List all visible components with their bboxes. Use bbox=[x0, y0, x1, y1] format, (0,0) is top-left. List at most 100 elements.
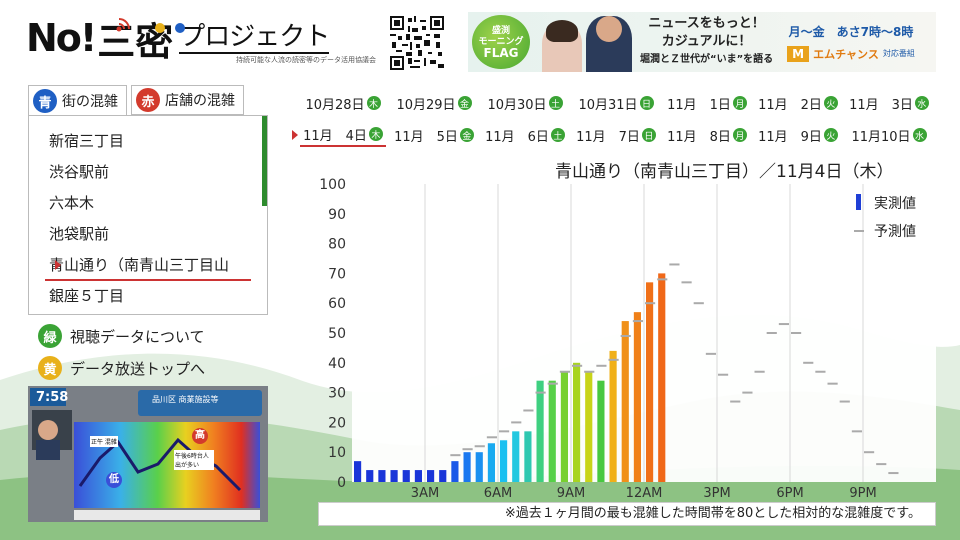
actual-bar bbox=[658, 273, 666, 482]
tab-street-label: 街の混雑 bbox=[62, 94, 118, 110]
people-icon bbox=[155, 23, 185, 33]
chart-title: 青山通り（南青山三丁目）／11月4日（木） bbox=[555, 162, 894, 182]
weekday-badge: 土 bbox=[550, 128, 565, 142]
date-item[interactable]: 11月 9日火 bbox=[755, 123, 841, 147]
program-banner[interactable]: 盛渕 モーニング FLAG ニュースをもっと！ カジュアルに！ 堀潤とＺ世代が“… bbox=[468, 12, 936, 72]
date-item[interactable]: 11月 1日月 bbox=[664, 91, 750, 115]
y-tick-label: 20 bbox=[328, 415, 346, 431]
date-item[interactable]: 10月29日金 bbox=[391, 91, 477, 115]
date-label: 10月30日 bbox=[487, 97, 547, 113]
location-item[interactable]: 渋谷駅前 bbox=[49, 163, 110, 181]
red-button-icon: 赤 bbox=[136, 88, 160, 112]
logo-no-text: No! bbox=[26, 16, 97, 60]
actual-bar bbox=[402, 470, 410, 482]
tv-noon-label: 正午 混雑 bbox=[90, 436, 118, 447]
actual-bar bbox=[585, 371, 593, 482]
banner-line3: 堀潤とＺ世代が“いま”を語る bbox=[640, 54, 774, 65]
location-item[interactable]: 新宿三丁目 bbox=[49, 132, 125, 150]
weekday-badge: 水 bbox=[912, 128, 927, 142]
sponsor-block: M エムチャンス 対応番組 bbox=[787, 45, 915, 62]
date-item[interactable]: 11月 2日火 bbox=[755, 91, 841, 115]
legend-forecast-label: 予測値 bbox=[874, 224, 916, 240]
x-tick-label: 6AM bbox=[484, 486, 512, 498]
banner-line2: カジュアルに！ bbox=[661, 34, 752, 49]
menu-viewer-data-label: 視聴データについて bbox=[70, 327, 205, 346]
date-item[interactable]: 10月31日日 bbox=[573, 91, 659, 115]
weekday-badge: 木 bbox=[366, 96, 381, 110]
menu-viewer-data[interactable]: 緑 視聴データについて bbox=[38, 324, 205, 348]
date-label: 11月 1日 bbox=[667, 97, 731, 113]
weekday-badge: 火 bbox=[823, 96, 838, 110]
date-item-selected[interactable]: 11月 4日木 bbox=[292, 123, 386, 147]
actual-bar bbox=[500, 440, 508, 482]
sponsor-name: エムチャンス bbox=[813, 47, 879, 61]
date-label: 10月28日 bbox=[305, 97, 365, 113]
congestion-chart: 0 10 20 30 40 50 60 70 80 90 100 3AM 6AM 9AM 12AM 3PM 6P… bbox=[319, 177, 936, 498]
logo-subtitle: 持続可能な人流の読密等のデータ活用協議会 bbox=[236, 56, 376, 64]
actual-bar bbox=[475, 452, 483, 482]
date-item[interactable]: 11月 3日水 bbox=[846, 91, 932, 115]
weekday-badge: 金 bbox=[459, 128, 474, 142]
tv-peak-note: 午後6時台人出が多い bbox=[174, 450, 214, 470]
sponsor-sub: 対応番組 bbox=[882, 49, 915, 58]
y-tick-label: 70 bbox=[328, 266, 346, 282]
location-item[interactable]: 池袋駅前 bbox=[49, 225, 110, 243]
actual-bar bbox=[354, 461, 362, 482]
date-item[interactable]: 10月30日土 bbox=[482, 91, 568, 115]
date-label: 11月 8日 bbox=[667, 129, 731, 145]
actual-bar bbox=[524, 431, 532, 482]
y-tick-label: 60 bbox=[328, 296, 346, 312]
tv-thumbnail: 7:58 品川区 商業施設等 高 低 午後6時台人出が多い 正午 混雑 bbox=[28, 386, 268, 522]
qr-code-icon bbox=[390, 16, 444, 70]
logo-mitsu-char: 密 bbox=[135, 19, 174, 64]
location-scrollbar[interactable] bbox=[262, 116, 267, 206]
date-label: 11月 9日 bbox=[758, 129, 822, 145]
actual-bar bbox=[573, 362, 581, 482]
date-item[interactable]: 11月 7日日 bbox=[573, 123, 659, 147]
y-tick-label: 40 bbox=[328, 356, 346, 372]
location-item[interactable]: 六本木 bbox=[49, 194, 95, 212]
date-label: 11月 7日 bbox=[576, 129, 640, 145]
chart-note: ※過去１ヶ月間の最も混雑した時間帯を80とした相対的な混雑度です。 bbox=[318, 502, 936, 526]
tab-store-congestion[interactable]: 赤 店舗の混雑 bbox=[131, 85, 244, 115]
menu-data-broadcast-top[interactable]: 黄 データ放送トップへ bbox=[38, 356, 205, 380]
green-button-icon: 緑 bbox=[38, 324, 62, 348]
qr-code[interactable] bbox=[386, 12, 448, 74]
actual-bar bbox=[633, 312, 641, 482]
actual-bar bbox=[646, 282, 654, 482]
x-tick-label: 3AM bbox=[411, 486, 439, 498]
tab-street-congestion[interactable]: 青 街の混雑 bbox=[28, 85, 127, 116]
weekday-badge: 月 bbox=[732, 128, 747, 142]
logo-mitsu-text: 密 bbox=[135, 11, 173, 66]
flag-line3: FLAG bbox=[483, 45, 519, 60]
date-item[interactable]: 11月10日水 bbox=[846, 123, 932, 147]
date-row-2: 11月 4日木 11月 5日金 11月 6日土 11月 7日日 11月 8日月 11月 9… bbox=[292, 123, 932, 147]
date-item[interactable]: 10月28日木 bbox=[300, 91, 386, 115]
date-item[interactable]: 11月 8日月 bbox=[664, 123, 750, 147]
actual-bar bbox=[536, 380, 544, 482]
actual-bar bbox=[439, 470, 447, 482]
actual-bar bbox=[414, 470, 422, 482]
actual-bar bbox=[390, 470, 398, 482]
signal-icon bbox=[116, 18, 130, 32]
location-item-selected[interactable]: 青山通り（南青山三丁目山 bbox=[45, 250, 251, 281]
yellow-button-icon: 黄 bbox=[38, 356, 62, 380]
tv-high-label: 高 bbox=[192, 428, 208, 444]
date-item[interactable]: 11月 6日土 bbox=[482, 123, 568, 147]
weekday-badge: 日 bbox=[641, 128, 656, 142]
weekday-badge: 金 bbox=[457, 96, 472, 110]
location-item[interactable]: 銀座５丁目 bbox=[49, 287, 125, 305]
sponsor-logo-icon: M bbox=[787, 45, 810, 62]
date-item[interactable]: 11月 5日金 bbox=[391, 123, 477, 147]
legend-actual-label: 実測値 bbox=[874, 196, 916, 212]
y-tick-label: 10 bbox=[328, 445, 346, 461]
actual-bar bbox=[560, 371, 568, 482]
y-tick-label: 90 bbox=[328, 207, 346, 223]
flag-line1: 盛渕 bbox=[491, 25, 510, 36]
actual-bar bbox=[597, 380, 605, 482]
date-label: 11月 4日 bbox=[303, 128, 367, 144]
weekday-badge: 水 bbox=[914, 96, 929, 110]
banner-schedule: 月〜金 あさ7時〜8時 bbox=[788, 24, 914, 39]
actual-bar bbox=[548, 380, 556, 482]
flag-line2: モーニング bbox=[478, 36, 524, 47]
